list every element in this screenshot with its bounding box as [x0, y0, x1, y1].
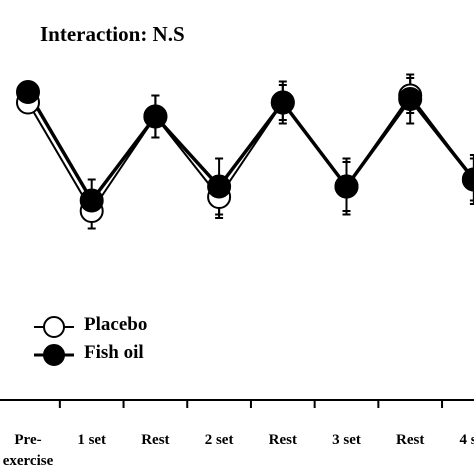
marker: [334, 174, 359, 199]
series-line: [26, 91, 474, 204]
marker: [461, 167, 474, 192]
legend-marker: [43, 316, 65, 338]
chart-title: Interaction: N.S: [40, 22, 185, 46]
legend-marker: [43, 344, 65, 366]
legend-label: Placebo: [84, 314, 148, 335]
x-tick-label: 4 set: [459, 432, 474, 448]
marker: [16, 80, 40, 104]
marker: [207, 174, 232, 199]
marker: [143, 104, 168, 129]
marker: [270, 90, 295, 115]
x-tick-label: Pre-exercise: [2, 432, 54, 469]
x-tick-label: 2 set: [204, 432, 234, 448]
marker: [398, 87, 423, 111]
marker: [79, 188, 104, 213]
legend-label: Fish oil: [84, 342, 144, 363]
x-tick-label: Rest: [396, 432, 425, 448]
x-tick-label: 1 set: [77, 432, 107, 448]
x-tick-label: Rest: [141, 432, 170, 448]
x-tick-label: Rest: [268, 432, 297, 448]
legend: [34, 316, 74, 366]
x-tick-label: 3 set: [332, 432, 361, 448]
